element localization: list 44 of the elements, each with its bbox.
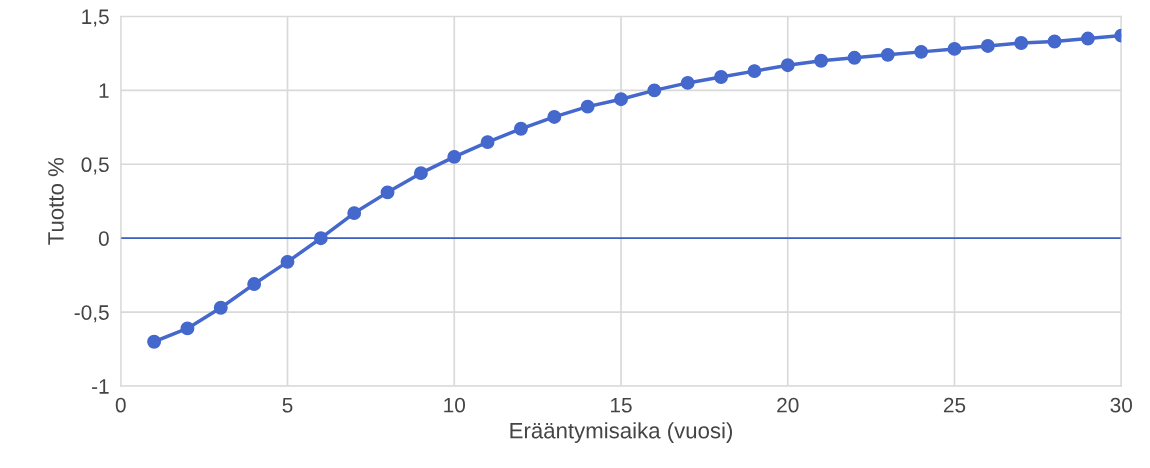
x-tick-label: 5 — [282, 397, 293, 413]
point — [347, 206, 362, 221]
point — [213, 300, 228, 315]
point — [814, 53, 829, 68]
x-tick-label: 0 — [115, 397, 126, 413]
point — [413, 166, 428, 181]
point — [780, 58, 795, 73]
point — [147, 334, 162, 349]
point — [447, 149, 462, 164]
point — [247, 277, 262, 292]
point — [380, 185, 395, 200]
point — [714, 70, 728, 84]
point — [280, 254, 295, 269]
x-tick-label: 25 — [943, 397, 966, 413]
point — [547, 109, 562, 124]
point — [647, 83, 662, 98]
y-axis-title: Tuotto % — [48, 157, 64, 245]
y-tick-label: 0 — [98, 231, 109, 246]
y-tick-label: 1,5 — [82, 9, 109, 27]
point — [313, 231, 328, 246]
point — [947, 41, 962, 56]
point — [880, 47, 895, 62]
point — [1047, 34, 1062, 49]
point — [1014, 36, 1029, 50]
y-tick-label: 1 — [99, 83, 109, 98]
point — [980, 39, 995, 53]
point — [180, 321, 195, 336]
point — [680, 75, 695, 90]
point — [614, 92, 628, 107]
y-tick-label: -1 — [92, 379, 109, 394]
point — [514, 121, 528, 136]
point — [747, 64, 762, 79]
x-tick-label: 30 — [1110, 397, 1133, 413]
y-tick-label: -0,5 — [74, 305, 109, 323]
x-axis-title: Erääntymisaika (vuosi) — [510, 422, 733, 443]
x-tick-label: 20 — [777, 397, 799, 413]
point — [914, 44, 929, 59]
point — [847, 50, 862, 65]
x-tick-label: 15 — [611, 397, 632, 413]
x-tick-label: 10 — [444, 397, 466, 413]
y-tick-label: 0,5 — [81, 157, 109, 175]
point — [1080, 31, 1095, 46]
point — [580, 99, 595, 114]
point — [480, 135, 495, 150]
